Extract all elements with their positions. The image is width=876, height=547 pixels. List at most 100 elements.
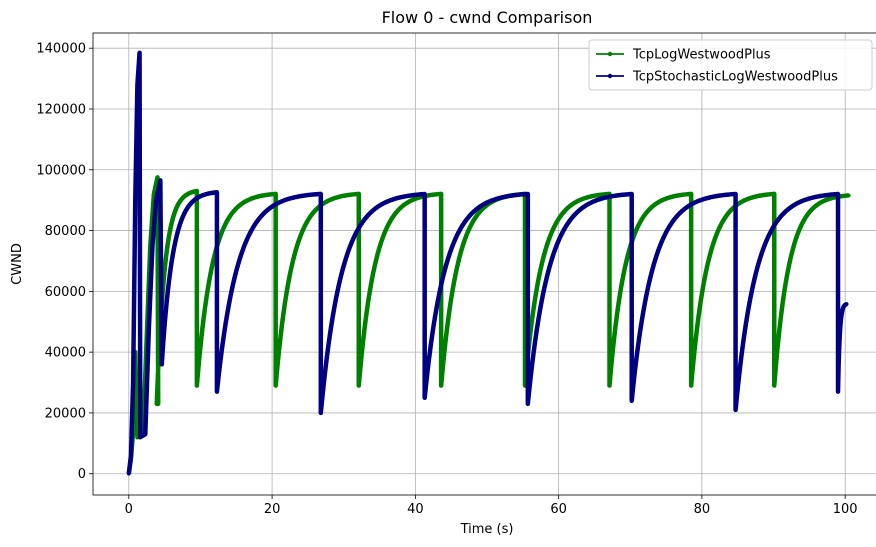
y-tick-label: 100000 — [36, 163, 86, 178]
series-layer — [126, 50, 851, 476]
data-point — [442, 271, 446, 276]
data-point — [231, 281, 236, 286]
data-point — [754, 270, 758, 275]
data-point — [638, 326, 643, 331]
data-point — [451, 285, 455, 289]
data-point — [218, 363, 222, 367]
data-point — [240, 249, 244, 254]
data-point — [452, 239, 456, 244]
data-point — [425, 368, 430, 373]
data-point — [791, 245, 796, 249]
data-point — [547, 237, 551, 241]
data-point — [424, 381, 428, 386]
data-point — [635, 347, 640, 351]
data-point — [463, 237, 467, 241]
data-point — [526, 402, 530, 406]
data-point — [649, 273, 653, 277]
data-point — [137, 50, 142, 55]
y-axis-label: CWND — [10, 243, 25, 285]
data-point — [768, 229, 773, 234]
data-point — [434, 306, 439, 311]
data-point — [163, 261, 168, 265]
data-point — [637, 336, 641, 341]
data-point — [170, 257, 174, 262]
data-point — [319, 192, 323, 196]
data-point — [749, 289, 754, 294]
data-point — [445, 325, 449, 330]
data-point — [379, 240, 383, 245]
x-tick-label: 80 — [694, 502, 711, 517]
data-point — [247, 232, 252, 236]
data-point — [536, 278, 541, 283]
data-point — [278, 335, 283, 340]
data-point — [691, 358, 696, 362]
data-point — [464, 233, 469, 238]
data-point — [167, 280, 171, 284]
legend-item: TcpLogWestwoodPlus — [596, 48, 771, 63]
data-point — [557, 237, 561, 242]
data-point — [296, 240, 301, 245]
data-point — [661, 237, 665, 241]
data-point — [790, 249, 795, 253]
x-tick-label: 60 — [550, 502, 567, 517]
data-point — [765, 235, 770, 240]
legend-marker — [607, 51, 613, 57]
data-point — [709, 248, 714, 252]
data-point — [422, 192, 427, 196]
data-point — [695, 325, 699, 330]
data-point — [733, 192, 738, 196]
data-point — [701, 285, 705, 289]
data-point — [162, 266, 167, 271]
legend-label: TcpLogWestwoodPlus — [632, 48, 771, 63]
data-point — [159, 362, 164, 367]
data-point — [634, 358, 638, 363]
data-point — [618, 292, 622, 296]
series-1 — [126, 175, 851, 476]
data-point — [836, 383, 840, 388]
data-point — [344, 256, 348, 260]
data-point — [381, 233, 386, 238]
data-point — [465, 230, 470, 235]
data-point — [607, 383, 612, 388]
data-point — [356, 383, 361, 388]
data-point — [196, 370, 200, 375]
data-point — [350, 239, 354, 244]
data-point — [837, 339, 842, 343]
data-point — [614, 316, 619, 321]
data-point — [644, 292, 649, 297]
data-point — [152, 192, 156, 196]
data-point — [647, 279, 652, 283]
data-point — [439, 383, 443, 388]
data-point — [696, 316, 701, 321]
data-point — [739, 354, 744, 358]
data-point — [171, 252, 175, 257]
data-point — [836, 363, 841, 367]
data-point — [452, 278, 457, 283]
data-point — [453, 272, 458, 277]
data-point — [143, 432, 148, 437]
data-point — [356, 192, 361, 196]
data-point — [326, 344, 331, 349]
data-point — [837, 348, 841, 352]
data-point — [537, 310, 542, 314]
data-point — [168, 268, 173, 272]
data-point — [366, 299, 370, 304]
y-tick-label: 20000 — [45, 406, 86, 421]
data-point — [611, 346, 615, 351]
data-point — [613, 325, 618, 330]
data-point — [836, 192, 840, 196]
data-point — [297, 237, 302, 241]
data-point — [201, 316, 206, 321]
data-point — [450, 243, 455, 248]
data-point — [640, 317, 644, 321]
data-point — [342, 261, 347, 265]
data-point — [285, 285, 290, 289]
data-point — [375, 252, 380, 256]
data-point — [439, 284, 443, 288]
data-point — [320, 395, 325, 400]
data-point — [354, 230, 359, 235]
data-point — [209, 267, 214, 271]
data-point — [610, 358, 614, 362]
data-point — [617, 299, 621, 304]
data-point — [437, 291, 442, 295]
